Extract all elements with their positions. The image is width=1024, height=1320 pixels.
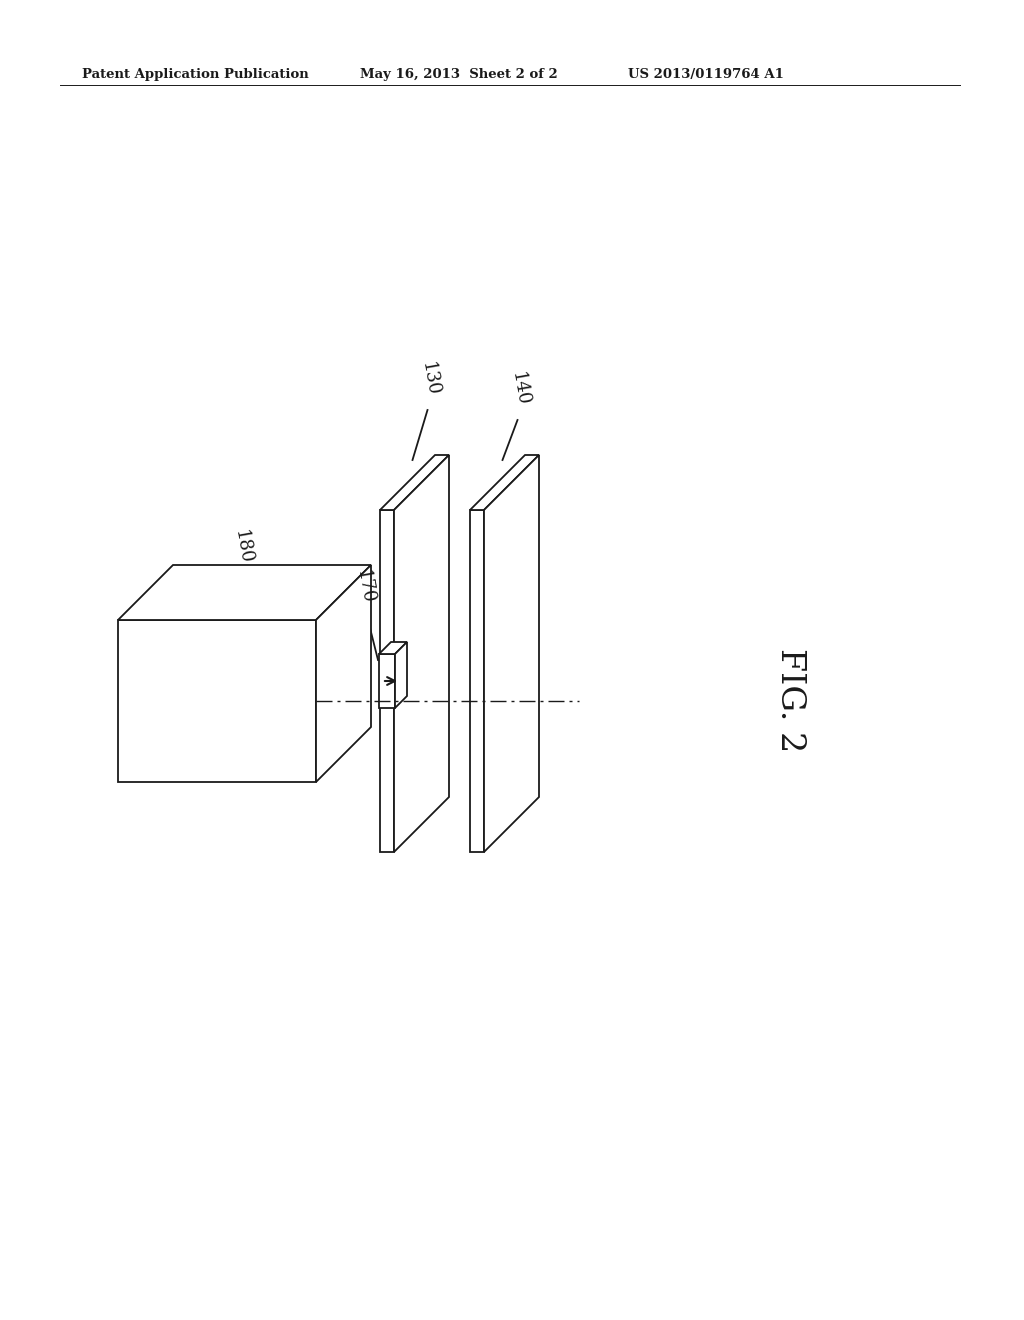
Text: May 16, 2013  Sheet 2 of 2: May 16, 2013 Sheet 2 of 2 [360,69,558,81]
Polygon shape [380,455,449,510]
Polygon shape [395,642,407,708]
Polygon shape [380,510,394,851]
Polygon shape [118,565,371,620]
Polygon shape [379,642,407,653]
Polygon shape [484,455,539,851]
Text: 170: 170 [353,569,377,606]
Text: 130: 130 [418,360,441,399]
Text: FIG. 2: FIG. 2 [774,648,806,752]
Polygon shape [118,620,316,781]
Text: 180: 180 [231,529,255,566]
Text: Patent Application Publication: Patent Application Publication [82,69,309,81]
Polygon shape [470,510,484,851]
Text: US 2013/0119764 A1: US 2013/0119764 A1 [628,69,784,81]
Polygon shape [394,455,449,851]
Text: 140: 140 [508,371,531,408]
Polygon shape [470,455,539,510]
Polygon shape [316,565,371,781]
Polygon shape [379,653,395,708]
